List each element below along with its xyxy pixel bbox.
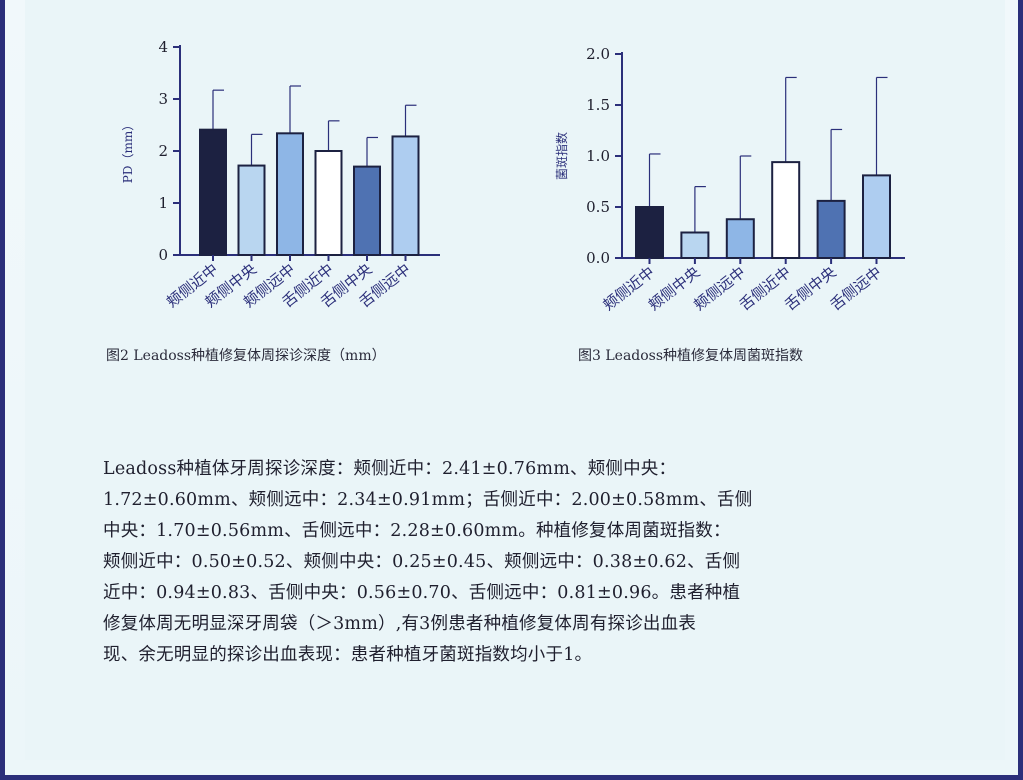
chart2-bar	[862, 174, 891, 260]
chart1-bar	[353, 165, 381, 257]
chart1-bar	[314, 150, 343, 256]
chart1-y-axis-label: PD（mm）	[121, 119, 135, 183]
chart2-y-tick-label: 0.0	[586, 249, 610, 267]
summary-line: 近中：0.94±0.83、舌侧中央：0.56±0.70、舌侧远中：0.81±0.…	[103, 583, 741, 603]
chart2-y-tick-label: 2.0	[586, 45, 610, 63]
chart2-bar	[816, 199, 846, 260]
chart2-category-label: 舌侧远中	[827, 263, 885, 314]
summary-line: 颊侧近中：0.50±0.52、颊侧中央：0.25±0.45、颊侧远中：0.38±…	[103, 552, 741, 572]
chart2-bar	[635, 206, 664, 259]
summary-line: 现、余无明显的探诊出血表现：患者种植牙菌斑指数均小于1。	[103, 645, 593, 665]
chart2-y-tick-label: 0.5	[586, 198, 610, 216]
summary-text: Leadoss种植体牙周探诊深度：颊侧近中：2.41±0.76mm、颊侧中央： …	[103, 454, 903, 671]
chart1-y-tick-label: 3	[158, 90, 168, 108]
chart1-y-tick-label: 1	[158, 194, 168, 212]
chart2-y-tick-label: 1.0	[586, 147, 610, 165]
summary-line: Leadoss种植体牙周探诊深度：颊侧近中：2.41±0.76mm、颊侧中央：	[103, 459, 677, 479]
chart2-bar	[771, 161, 801, 259]
chart1-y-tick-label: 4	[158, 38, 168, 56]
summary-line: 修复体周无明显深牙周袋（＞3mm）,有3例患者种植修复体周有探诊出血表	[103, 614, 697, 634]
summary-line: 中央：1.70±0.56mm、舌侧远中：2.28±0.60mm。种植修复体周菌斑…	[103, 521, 731, 541]
chart2-caption: 图3 Leadoss种植修复体周菌斑指数	[578, 348, 804, 364]
chart1-bar	[237, 164, 266, 256]
slide-panel	[25, 0, 1005, 760]
chart1-bar	[199, 128, 227, 256]
chart2-y-axis-label: 菌斑指数	[554, 132, 569, 180]
chart2-bar	[680, 231, 710, 259]
chart1-bar	[391, 135, 420, 256]
chart1-y-tick-label: 0	[158, 246, 168, 264]
chart1-y-tick-label: 2	[158, 142, 168, 160]
chart2-y-tick-label: 1.5	[586, 96, 610, 114]
chart1-caption: 图2 Leadoss种植修复体周探诊深度（mm）	[106, 348, 386, 364]
summary-line: 1.72±0.60mm、颊侧远中：2.34±0.91mm；舌侧近中：2.00±0…	[103, 490, 753, 510]
chart1-bar	[276, 132, 304, 257]
chart2-bar	[725, 218, 755, 260]
